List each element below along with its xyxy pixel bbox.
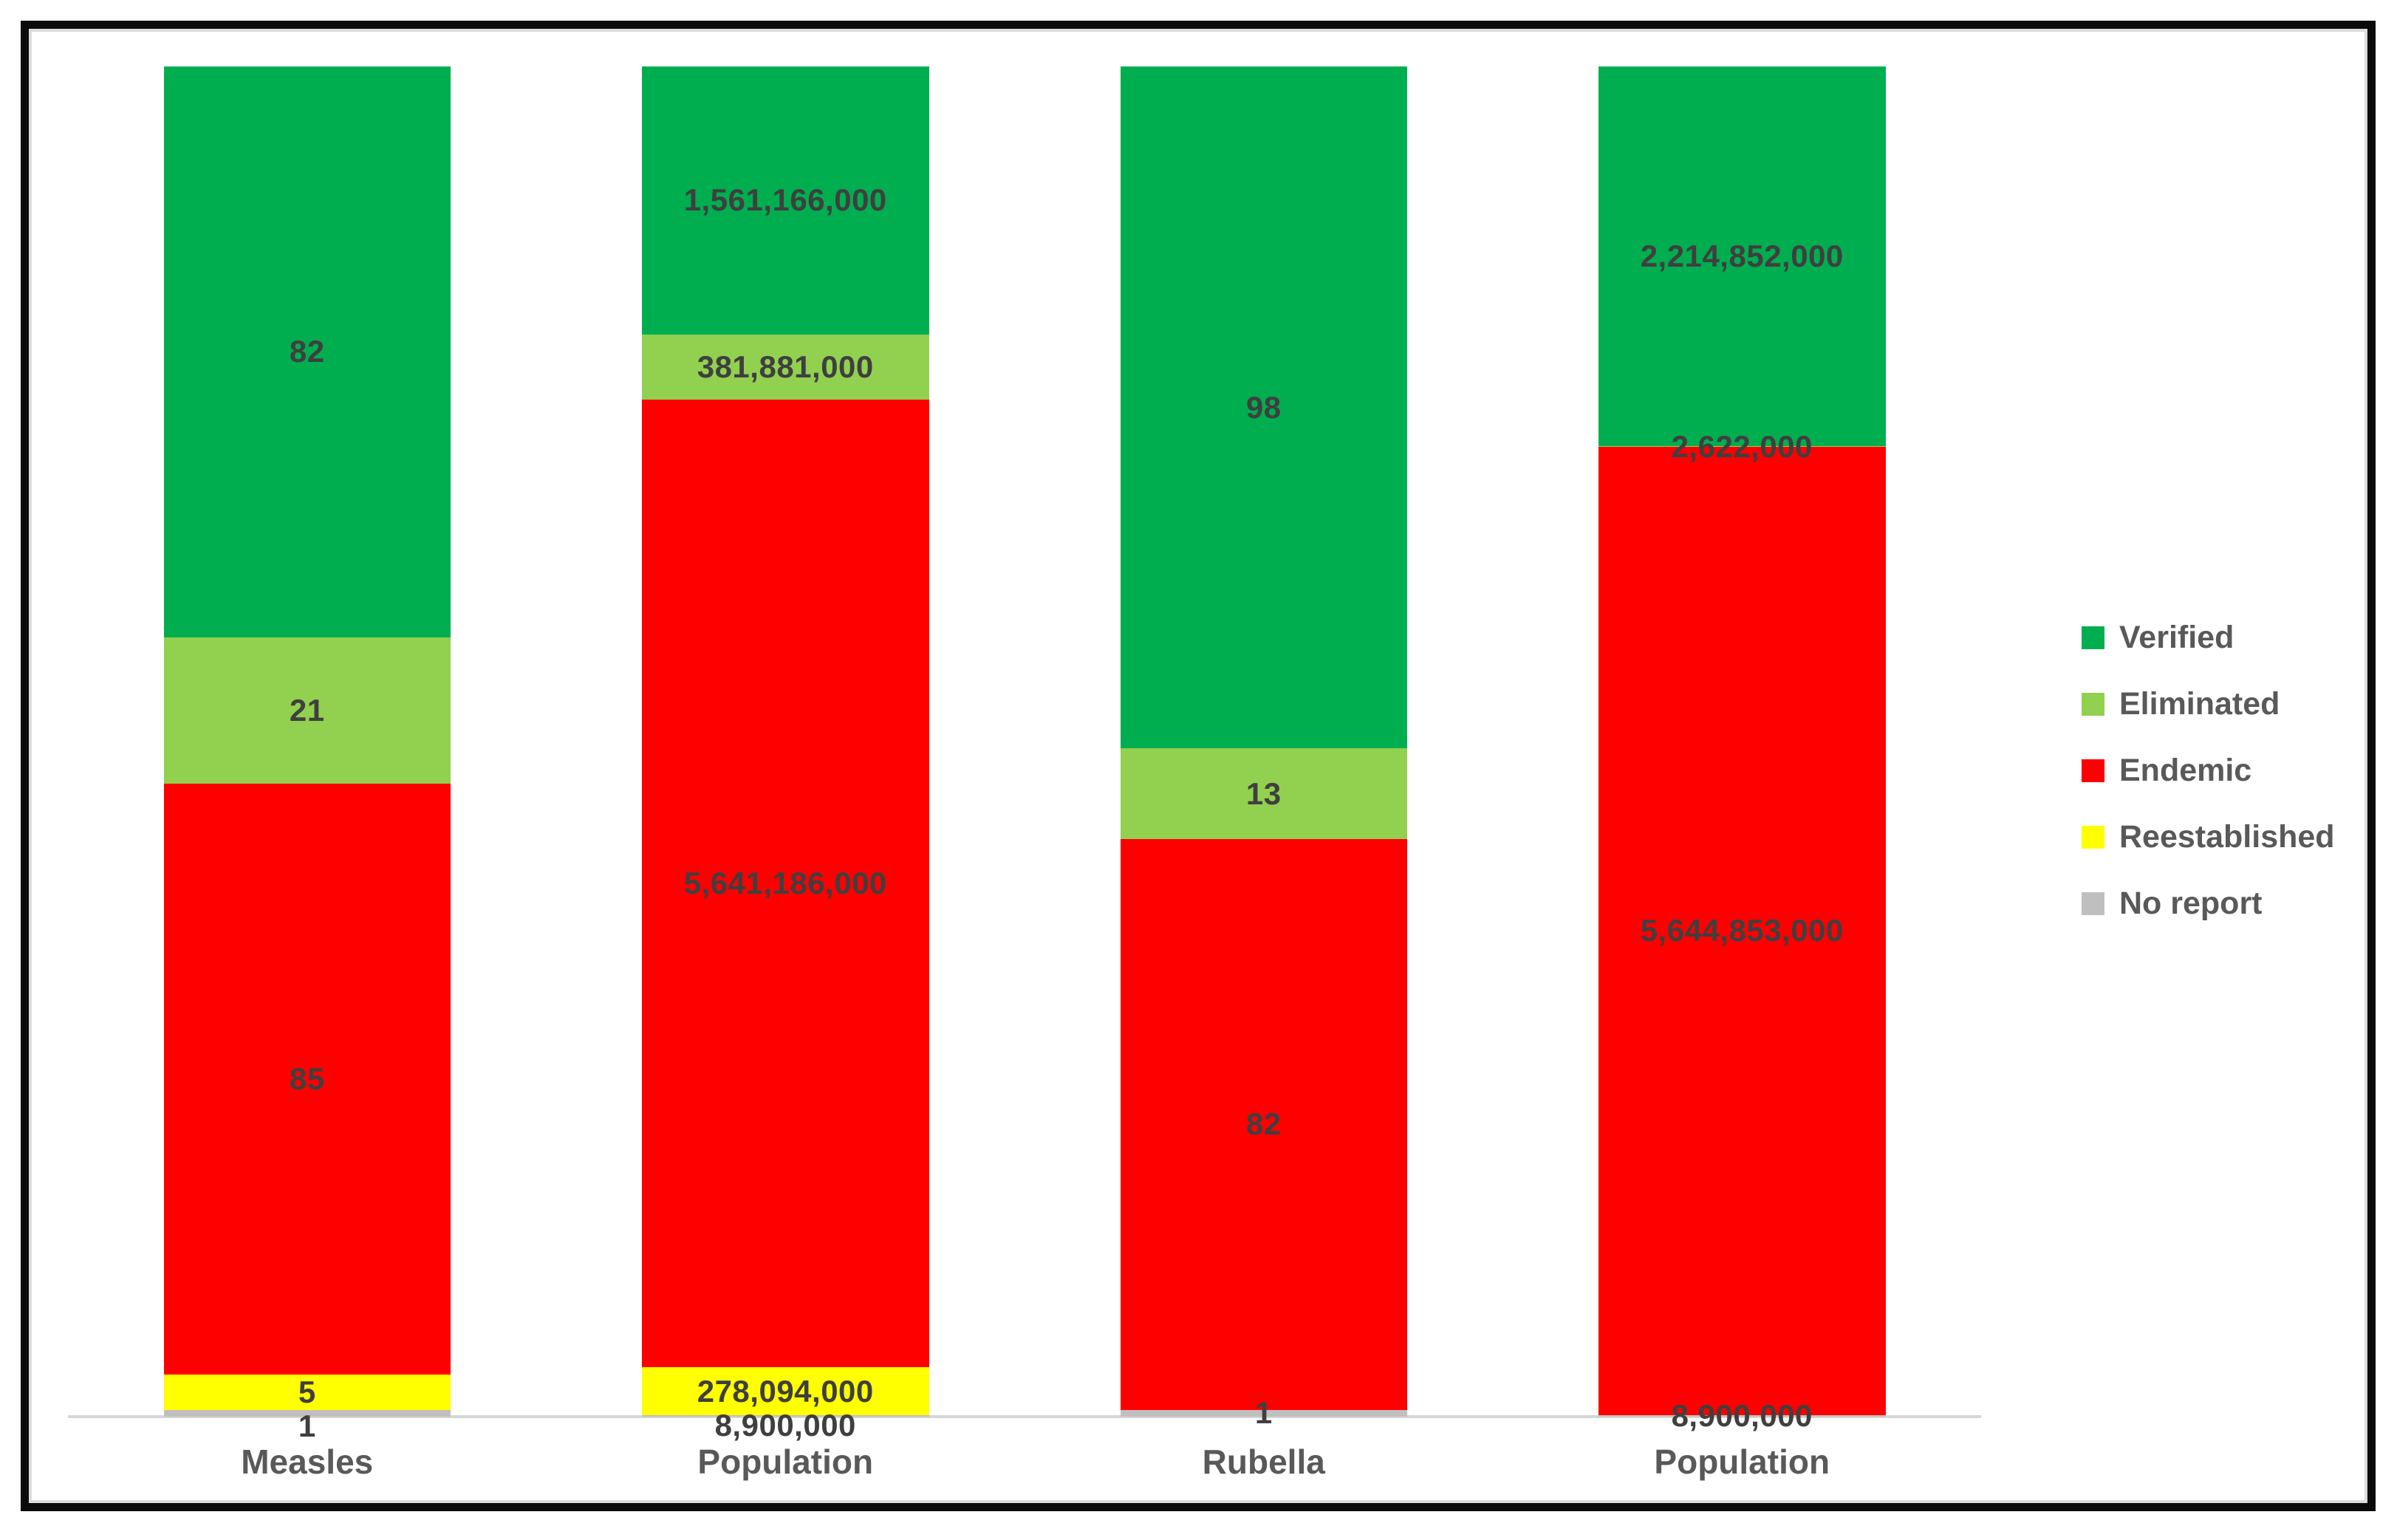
data-label-eliminated: 21 (289, 692, 325, 728)
legend-item-verified: Verified (2082, 622, 2335, 654)
segment-endemic (1598, 446, 1886, 1415)
legend-label-reestablished: Reestablished (2119, 819, 2335, 855)
data-label-eliminated: 13 (1245, 776, 1282, 811)
plot-area: 82 21 85 5 1 1,561,166,000 381,881,000 5,641,18… (68, 66, 1982, 1442)
legend-label-verified: Verified (2119, 620, 2234, 655)
x-axis-line (68, 1415, 1981, 1418)
data-label-endemic: 5,641,186,000 (683, 866, 887, 901)
segment-endemic (163, 783, 451, 1375)
x-axis-labels: Measles Population Rubella Population (68, 1442, 1981, 1482)
stacked-bar-population-4: 2,214,852,000 2,622,000 5,644,853,000 8,900… (1598, 66, 1886, 1431)
stacked-bar-measles-1: 82 21 85 5 1 (163, 66, 451, 1442)
data-label-no-report: 8,900,000 (1671, 1397, 1813, 1433)
chart-border (21, 21, 2376, 1511)
bar-slot-3: 98 13 82 1 (1025, 66, 1503, 1428)
legend-item-endemic: Endemic (2082, 755, 2335, 787)
legend-item-eliminated: Eliminated (2082, 688, 2335, 720)
segment-eliminated (1598, 446, 1886, 447)
legend-label-eliminated: Eliminated (2119, 686, 2280, 722)
data-label-endemic: 5,644,853,000 (1640, 913, 1844, 948)
data-label-verified: 82 (289, 334, 325, 369)
segment-no-report (642, 1414, 929, 1417)
segment-eliminated (1120, 748, 1407, 839)
data-label-eliminated: 2,622,000 (1671, 428, 1813, 464)
data-label-no-report: 1 (298, 1409, 316, 1444)
segment-reestablished (163, 1375, 451, 1410)
segment-eliminated (163, 637, 451, 784)
bar-slot-2: 1,561,166,000 381,881,000 5,641,186,000 278… (547, 66, 1025, 1440)
segment-no-report (1120, 1409, 1407, 1417)
data-label-no-report: 8,900,000 (714, 1407, 856, 1443)
bar-slot-4: 2,214,852,000 2,622,000 5,644,853,000 8,900… (1503, 66, 1982, 1431)
legend-swatch-no-report (2082, 892, 2104, 915)
bar-slot-1: 82 21 85 5 1 (68, 66, 547, 1442)
legend-label-no-report: No report (2119, 886, 2263, 921)
stacked-bar-rubella-3: 98 13 82 1 (1120, 66, 1407, 1428)
legend-item-reestablished: Reestablished (2082, 821, 2335, 853)
segment-verified (1598, 66, 1886, 447)
segment-verified (1120, 66, 1407, 749)
segment-verified (163, 66, 451, 637)
data-label-reestablished: 278,094,000 (697, 1373, 874, 1409)
segment-no-report (1598, 1414, 1886, 1417)
data-label-no-report: 1 (1254, 1395, 1273, 1431)
data-label-reestablished: 5 (298, 1375, 316, 1410)
category-label-rubella-3: Rubella (1202, 1443, 1325, 1481)
legend-swatch-endemic (2082, 759, 2104, 782)
category-label-population-4: Population (1654, 1443, 1830, 1481)
legend-item-no-report: No report (2082, 888, 2335, 920)
category-label-population-2: Population (697, 1443, 874, 1481)
data-label-verified: 98 (1245, 389, 1282, 425)
data-label-verified: 2,214,852,000 (1640, 239, 1844, 274)
data-label-eliminated: 381,881,000 (697, 349, 874, 384)
segment-eliminated (642, 334, 929, 400)
legend-label-endemic: Endemic (2119, 753, 2252, 788)
category-label-measles-1: Measles (241, 1443, 374, 1481)
data-label-endemic: 85 (289, 1061, 325, 1096)
legend-swatch-reestablished (2082, 826, 2104, 849)
legend-swatch-verified (2082, 626, 2104, 649)
segment-verified (642, 66, 929, 335)
data-label-verified: 1,561,166,000 (683, 182, 887, 218)
stacked-bar-population-2: 1,561,166,000 381,881,000 5,641,186,000 278… (642, 66, 929, 1440)
segment-no-report (163, 1409, 451, 1417)
legend: Verified Eliminated Endemic Reestablished No… (2082, 622, 2335, 920)
segment-reestablished (642, 1367, 929, 1415)
data-label-endemic: 82 (1245, 1106, 1282, 1142)
legend-swatch-eliminated (2082, 693, 2104, 716)
segment-endemic (1120, 838, 1407, 1410)
segment-endemic (642, 400, 929, 1368)
